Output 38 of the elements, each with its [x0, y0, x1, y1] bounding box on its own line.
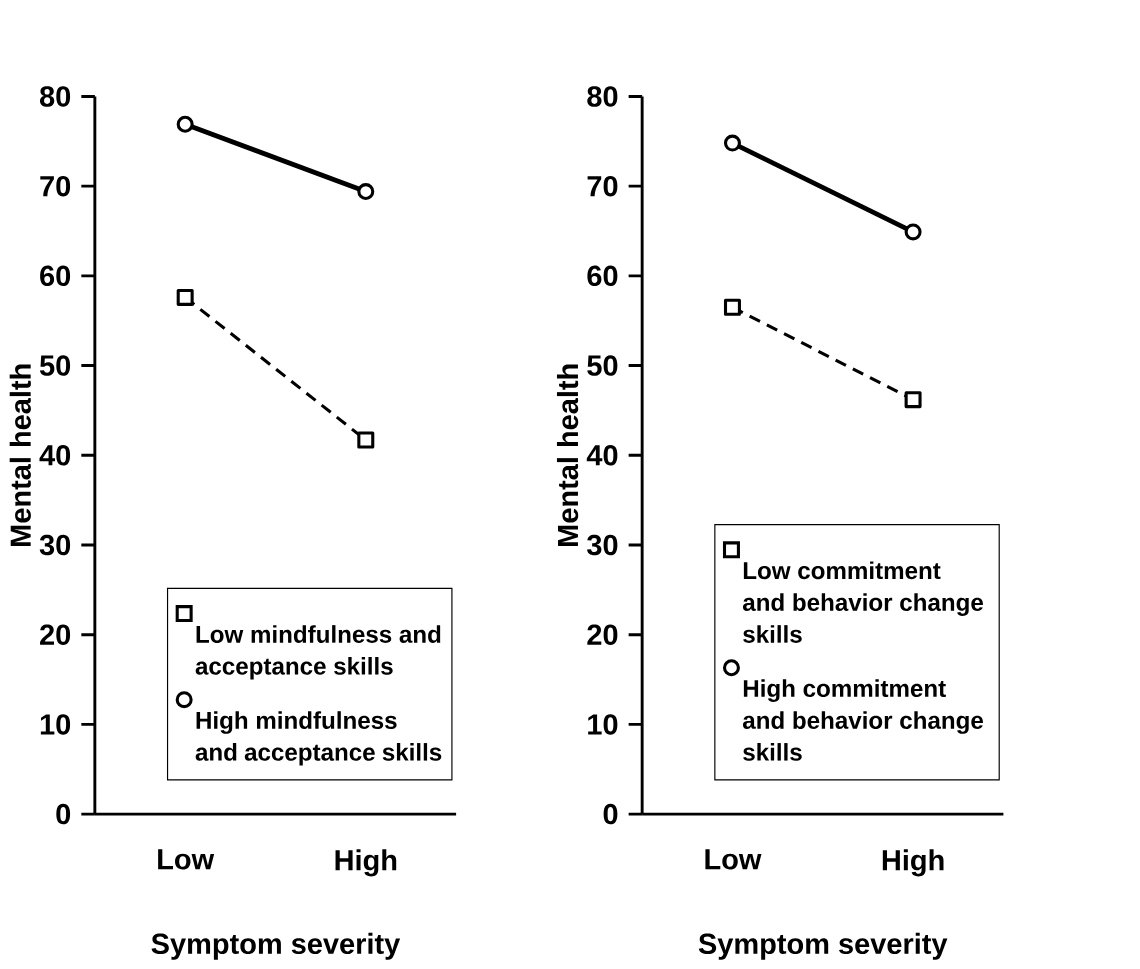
y-tick-label: 70 [587, 175, 618, 197]
legend-label: Low commitment and behavior change skills [742, 561, 983, 643]
y-tick-label: 10 [40, 713, 71, 735]
y-tick-label: 60 [40, 265, 71, 286]
point [176, 288, 194, 306]
x-axis-title: Symptom severity [151, 932, 401, 960]
point [723, 134, 741, 152]
y-tick-label: 40 [39, 444, 71, 466]
y-tick-label: 40 [586, 444, 618, 466]
point [904, 390, 922, 408]
y-tick-label: 30 [587, 534, 618, 556]
y-tick-label: 0 [603, 803, 618, 825]
y-tick-label: 80 [39, 85, 71, 107]
y-axis-title: Mental health [9, 364, 31, 546]
x-tick-label: Low [705, 849, 762, 870]
y-tick-label: 80 [587, 85, 618, 107]
point [357, 182, 375, 200]
legend-label: High mindfulness and acceptance skills [195, 710, 442, 766]
y-tick-label: 60 [587, 265, 618, 286]
x-tick-label: High [335, 849, 397, 877]
y-tick-label: 20 [40, 624, 71, 645]
y-tick-label: 0 [56, 803, 71, 825]
y-tick-label: 20 [587, 624, 618, 645]
point [904, 223, 922, 241]
y-tick-label: 50 [587, 355, 618, 376]
y-tick-label: 50 [39, 355, 71, 376]
y-tick-label: 70 [40, 175, 71, 197]
point [176, 115, 194, 133]
legend-label: High commitment and behavior change skills [742, 679, 983, 761]
y-axis-title: Mental health [556, 364, 579, 546]
point [723, 298, 741, 316]
y-tick-label: 10 [588, 713, 618, 735]
y-tick-label: 30 [39, 534, 71, 556]
x-axis-title: Symptom severity [698, 932, 948, 960]
legend-label: Low mindfulness and acceptance skills [195, 624, 441, 680]
point [357, 431, 375, 449]
x-tick-label: Low [158, 849, 215, 870]
x-tick-label: High [882, 849, 944, 877]
